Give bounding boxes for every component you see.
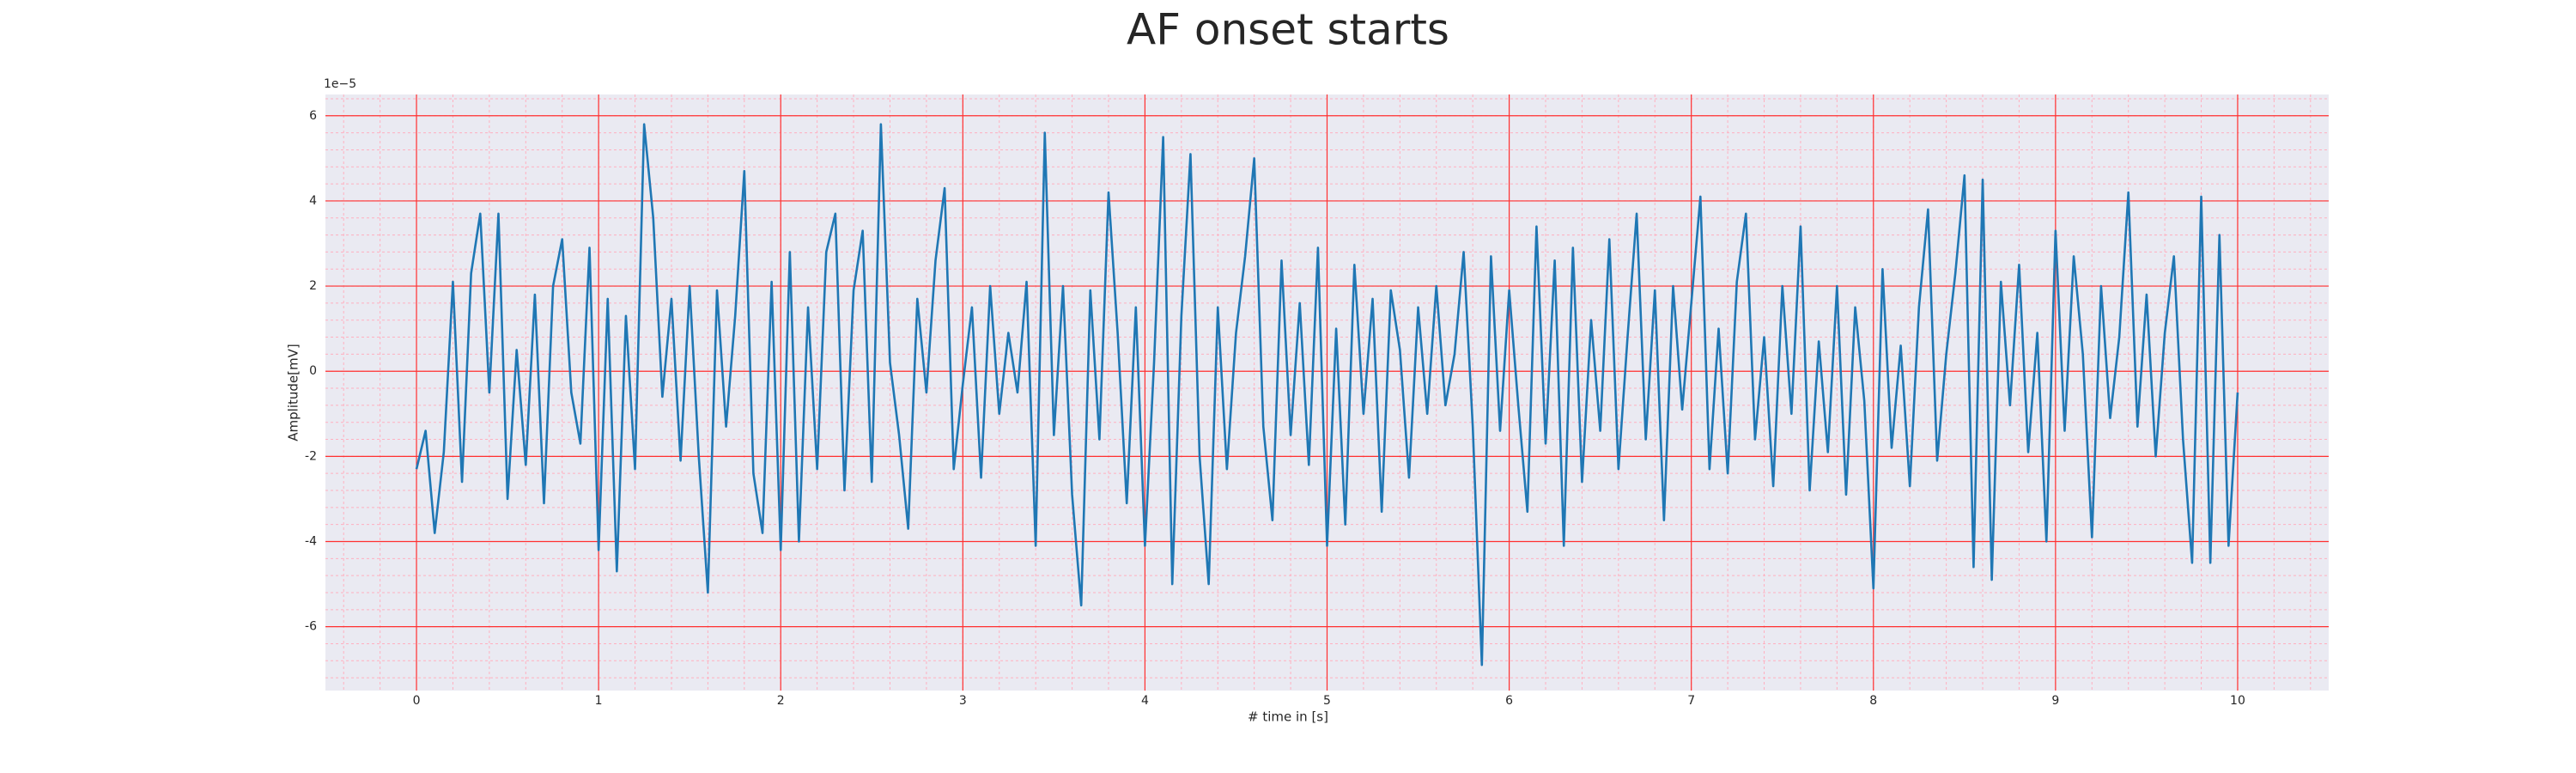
x-tick-label: 2 bbox=[777, 694, 785, 708]
y-axis-label: Amplitude[mV] bbox=[286, 344, 301, 441]
marks bbox=[415, 123, 2239, 666]
x-tick-label: 6 bbox=[1505, 694, 1513, 708]
y-tick-label: -4 bbox=[305, 535, 317, 549]
y-tick-label: 4 bbox=[309, 194, 317, 208]
y-tick-label: -2 bbox=[305, 449, 317, 463]
x-tick-label: 1 bbox=[595, 694, 603, 708]
x-tick-label: 3 bbox=[959, 694, 967, 708]
y-tick-label: 6 bbox=[309, 109, 317, 123]
x-tick-label: 0 bbox=[413, 694, 421, 708]
y-tick-label: -6 bbox=[305, 620, 317, 634]
x-axis-label: # time in [s] bbox=[1248, 709, 1328, 725]
x-tick-label: 9 bbox=[2051, 694, 2059, 708]
x-tick-label: 4 bbox=[1141, 694, 1149, 708]
signal-line bbox=[415, 123, 2239, 666]
y-tick-label: 2 bbox=[309, 279, 317, 293]
y-offset-text: 1e−5 bbox=[324, 77, 356, 91]
chart-title: AF onset starts bbox=[1127, 5, 1449, 55]
x-tick-label: 10 bbox=[2230, 694, 2245, 708]
x-tick-label: 5 bbox=[1323, 694, 1331, 708]
y-tick-label: 0 bbox=[309, 364, 317, 378]
x-tick-label: 7 bbox=[1687, 694, 1695, 708]
x-tick-label: 8 bbox=[1869, 694, 1877, 708]
